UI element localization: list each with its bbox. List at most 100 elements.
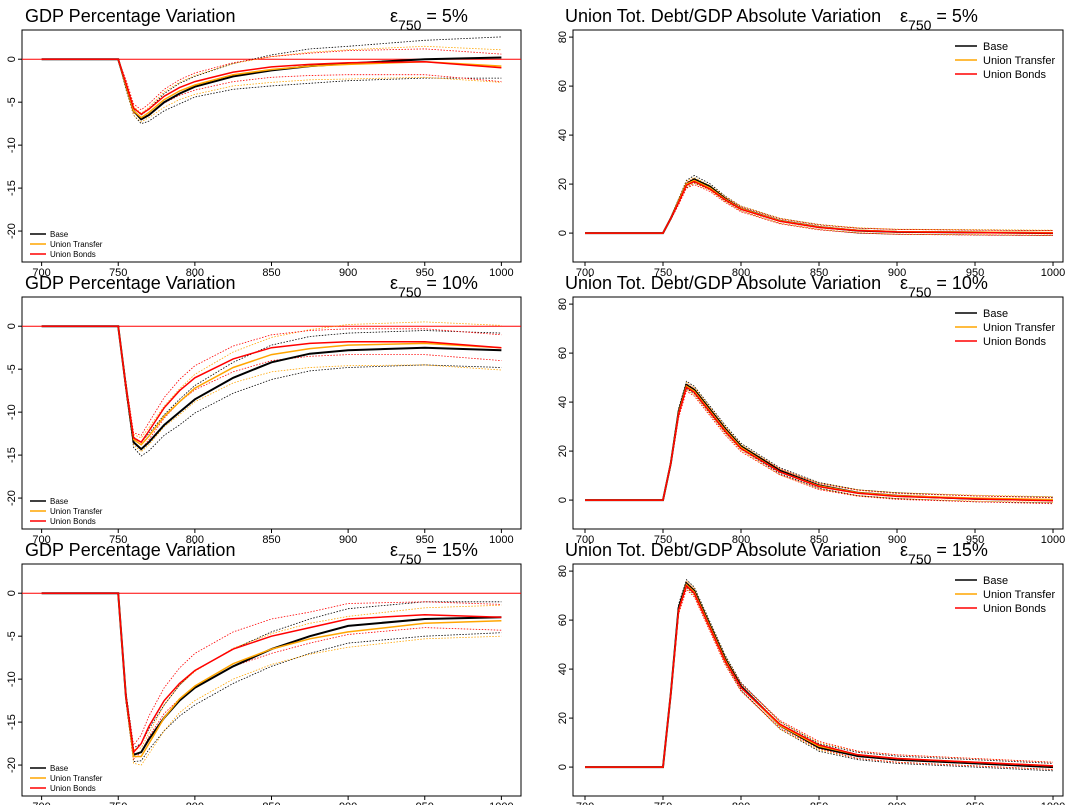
annotation-part: ε — [900, 540, 908, 560]
x-tick-label: 1000 — [1041, 267, 1065, 279]
legend-label: Union Bonds — [50, 517, 96, 526]
chart-title: GDP Percentage Variation — [25, 540, 235, 560]
y-tick-label: -15 — [6, 447, 18, 463]
x-tick-label: 800 — [732, 267, 750, 279]
band-upper — [41, 45, 502, 114]
line — [41, 592, 502, 757]
x-tick-label: 950 — [966, 267, 984, 279]
chart-title: GDP Percentage Variation — [25, 273, 235, 293]
band-lower — [585, 387, 1054, 504]
x-tick-label: 900 — [888, 534, 906, 546]
plot-box — [572, 563, 1064, 797]
y-tick-label: 0 — [557, 497, 569, 503]
band-upper — [41, 321, 502, 439]
annotation-part: = 15% — [421, 540, 478, 560]
annotation: ε750 = 15% — [390, 540, 478, 567]
y-tick-label: -10 — [6, 137, 18, 153]
annotation-part: ε — [390, 540, 398, 560]
annotation-part: 750 — [398, 17, 422, 33]
band-upper — [41, 325, 502, 443]
x-tick-label: 700 — [32, 534, 50, 546]
annotation-part: = 10% — [421, 273, 478, 293]
x-tick-label: 900 — [888, 267, 906, 279]
band-upper — [585, 178, 1054, 234]
x-tick-label: 900 — [339, 267, 357, 279]
x-tick-label: 800 — [186, 534, 204, 546]
x-tick-label: 750 — [654, 267, 672, 279]
y-tick-label: 40 — [557, 396, 569, 408]
legend-label: Union Transfer — [983, 322, 1055, 334]
annotation: ε750 = 10% — [390, 273, 478, 300]
band-lower — [585, 588, 1054, 770]
legend-label: Union Transfer — [983, 589, 1055, 601]
x-tick-label: 950 — [416, 534, 434, 546]
line — [41, 592, 502, 754]
x-tick-label: 750 — [109, 267, 127, 279]
x-tick-label: 750 — [109, 534, 127, 546]
annotation: ε750 = 15% — [900, 540, 988, 567]
x-tick-label: 850 — [810, 534, 828, 546]
y-tick-label: -15 — [6, 714, 18, 730]
band-upper — [585, 580, 1054, 768]
y-tick-label: 60 — [557, 347, 569, 359]
y-tick-label: 0 — [6, 590, 18, 596]
y-tick-label: 80 — [557, 565, 569, 577]
x-tick-label: 800 — [732, 534, 750, 546]
y-tick-label: 20 — [557, 445, 569, 457]
band-lower — [41, 58, 502, 123]
chart-title: GDP Percentage Variation — [25, 6, 235, 26]
y-tick-label: -20 — [6, 490, 18, 506]
annotation: ε750 = 10% — [900, 273, 988, 300]
line — [585, 179, 1054, 234]
line — [585, 584, 1054, 768]
x-tick-label: 950 — [966, 801, 984, 805]
y-tick-label: -10 — [6, 671, 18, 687]
y-tick-label: 80 — [557, 31, 569, 43]
annotation-part: ε — [900, 273, 908, 293]
y-tick-label: 80 — [557, 298, 569, 310]
x-tick-label: 700 — [576, 534, 594, 546]
legend-label: Union Transfer — [50, 240, 103, 249]
y-tick-label: -15 — [6, 180, 18, 196]
band-lower — [585, 184, 1054, 236]
panel: GDP Percentage Variation ε750 = 5%700 750 8… — [6, 6, 522, 279]
annotation-part: ε — [390, 6, 398, 26]
x-tick-label: 800 — [732, 801, 750, 805]
x-tick-label: 700 — [576, 267, 594, 279]
band-upper — [41, 592, 502, 751]
panel: GDP Percentage Variation ε750 = 10% 700 750… — [6, 273, 522, 546]
x-tick-label: 850 — [810, 267, 828, 279]
x-tick-label: 850 — [810, 801, 828, 805]
y-tick-label: -5 — [6, 631, 18, 641]
band-lower — [585, 390, 1054, 505]
x-tick-label: 800 — [186, 801, 204, 805]
legend-label: Base — [983, 575, 1008, 587]
annotation: ε750 = 5% — [390, 6, 468, 33]
panel: Union Tot. Debt/GDP Absolute Variation ε7… — [557, 273, 1065, 546]
y-tick-label: 40 — [557, 129, 569, 141]
line — [585, 178, 1054, 235]
band-upper — [585, 380, 1054, 501]
band-upper — [41, 592, 502, 749]
x-tick-label: 850 — [262, 801, 280, 805]
legend-label: Base — [50, 764, 69, 773]
y-tick-label: 20 — [557, 178, 569, 190]
y-tick-label: 60 — [557, 614, 569, 626]
x-tick-label: 950 — [416, 801, 434, 805]
x-tick-label: 700 — [576, 801, 594, 805]
y-tick-label: 0 — [6, 323, 18, 329]
plot-box — [21, 29, 522, 263]
annotation-part: 750 — [398, 284, 422, 300]
legend-label: Union Bonds — [983, 336, 1046, 348]
band-upper — [41, 592, 502, 747]
annotation-part: = 5% — [931, 6, 978, 26]
legend-label: Base — [983, 41, 1008, 53]
x-tick-label: 850 — [262, 267, 280, 279]
annotation-part: 750 — [908, 551, 932, 567]
x-tick-label: 950 — [416, 267, 434, 279]
line — [41, 58, 502, 116]
legend-label: Union Transfer — [50, 507, 103, 516]
band-lower — [585, 182, 1054, 236]
annotation-part: 750 — [908, 284, 932, 300]
